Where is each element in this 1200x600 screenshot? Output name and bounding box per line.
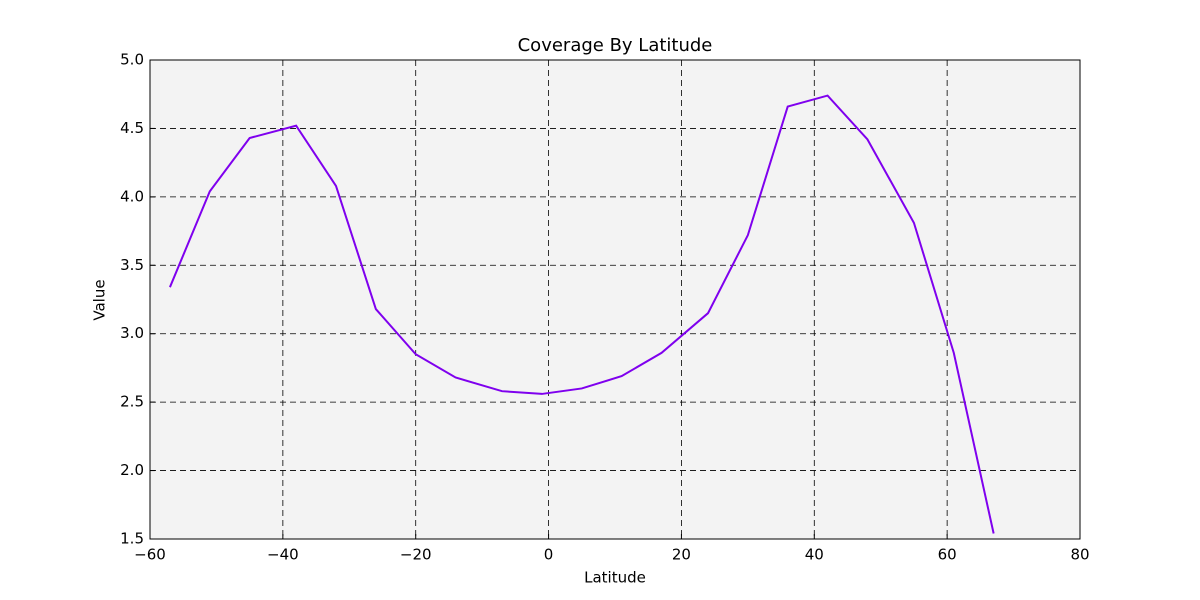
x-axis-label: Latitude [584, 569, 646, 587]
y-tick-label: 2.0 [120, 461, 144, 479]
x-tick-label: −20 [400, 546, 432, 564]
data-line [169, 94, 995, 534]
y-tick-label: 4.5 [120, 119, 144, 137]
plot-frame [149, 59, 1081, 540]
y-tick-label: 3.5 [120, 256, 144, 274]
chart-title: Coverage By Latitude [518, 35, 713, 56]
x-tick-label: 0 [544, 546, 554, 564]
x-tick-label: −60 [134, 546, 166, 564]
x-tick-label: 60 [938, 546, 957, 564]
x-tick-label: 40 [805, 546, 824, 564]
y-tick-label: 1.5 [120, 530, 144, 548]
y-tick-label: 3.0 [120, 324, 144, 342]
x-tick-label: 80 [1070, 546, 1089, 564]
plot-area [150, 60, 1080, 539]
y-axis-label: Value [91, 279, 109, 320]
y-tick-label: 5.0 [120, 51, 144, 69]
x-tick-label: 20 [672, 546, 691, 564]
y-tick-label: 2.5 [120, 393, 144, 411]
x-tick-label: −40 [267, 546, 299, 564]
y-tick-label: 4.0 [120, 187, 144, 205]
